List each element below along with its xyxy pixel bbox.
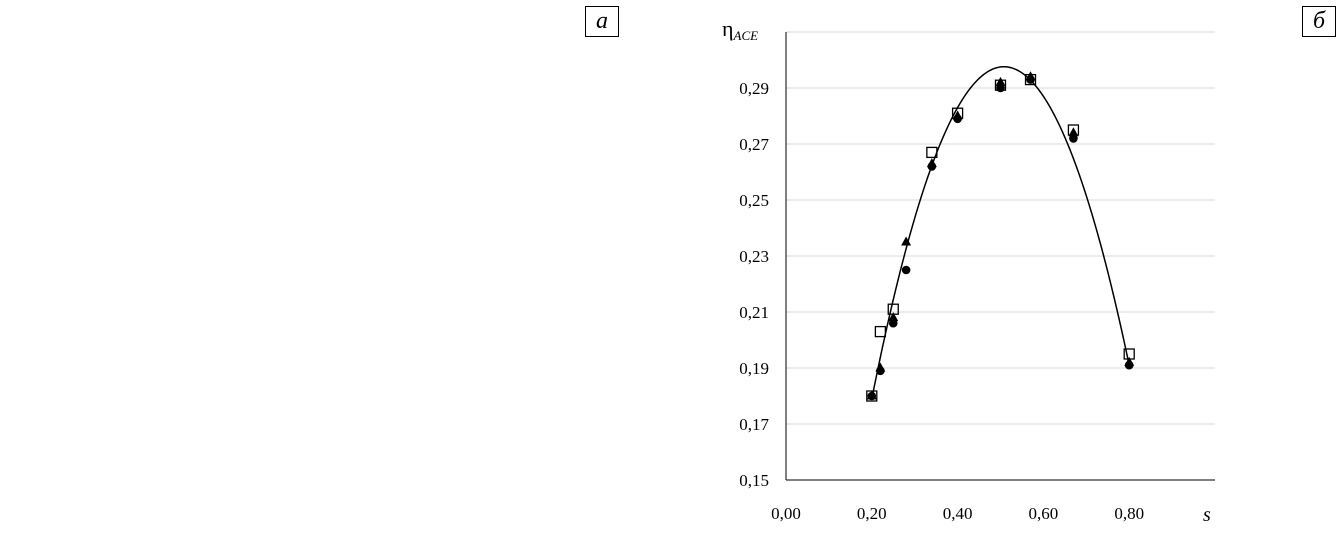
gridlines	[786, 31, 1215, 425]
data-points	[866, 71, 1135, 402]
y-tick-label: 0,27	[739, 135, 769, 154]
x-tick-label: 0,60	[1029, 504, 1059, 523]
data-point-triangle	[995, 76, 1006, 86]
data-point-square	[1067, 124, 1080, 136]
y-tick-label: 0,25	[739, 191, 769, 210]
data-point-square	[1123, 348, 1135, 360]
data-point-square	[926, 146, 938, 159]
data-point-square	[874, 325, 887, 338]
x-tick-labels: 0,00 0,20 0,40 0,60 0,80	[771, 504, 1144, 523]
panel-label-a: а	[585, 6, 619, 37]
y-tick-label: 0,15	[739, 471, 769, 490]
y-axis-title-symbol: η	[722, 16, 734, 41]
data-point-triangle	[901, 236, 912, 246]
fit-curve	[871, 65, 1130, 399]
data-point-triangle	[1025, 71, 1036, 81]
y-tick-label: 0,23	[739, 247, 769, 266]
data-point-triangle	[1124, 356, 1135, 366]
panel-label-b: б	[1302, 6, 1336, 37]
x-tick-label: 0,80	[1114, 504, 1144, 523]
data-point-square	[994, 79, 1007, 91]
x-tick-label: 0,40	[943, 504, 973, 523]
y-axis-title-subscript: ACE	[733, 28, 759, 43]
x-tick-label: 0,20	[857, 504, 887, 523]
data-point-square	[951, 107, 964, 119]
y-tick-label: 0,19	[739, 359, 769, 378]
data-point-square	[887, 303, 899, 315]
y-tick-label: 0,29	[739, 79, 769, 98]
x-axis-title: s	[1203, 504, 1211, 526]
y-axis-title: ηACE	[722, 16, 758, 43]
data-point-triangle	[952, 110, 963, 120]
y-tick-labels: 0,15 0,17 0,19 0,21 0,23 0,25 0,27 0,29	[739, 79, 769, 490]
data-point-triangle	[866, 390, 877, 400]
data-point-triangle	[875, 362, 886, 372]
data-point-triangle	[926, 158, 937, 168]
data-point-square	[1024, 73, 1037, 86]
data-point-square	[866, 390, 878, 402]
data-point-circle	[901, 265, 911, 275]
y-tick-label: 0,17	[739, 415, 769, 434]
x-tick-label: 0,00	[771, 504, 801, 523]
data-point-triangle	[888, 312, 899, 322]
y-tick-label: 0,21	[739, 303, 769, 322]
data-point-triangle	[1068, 127, 1079, 137]
